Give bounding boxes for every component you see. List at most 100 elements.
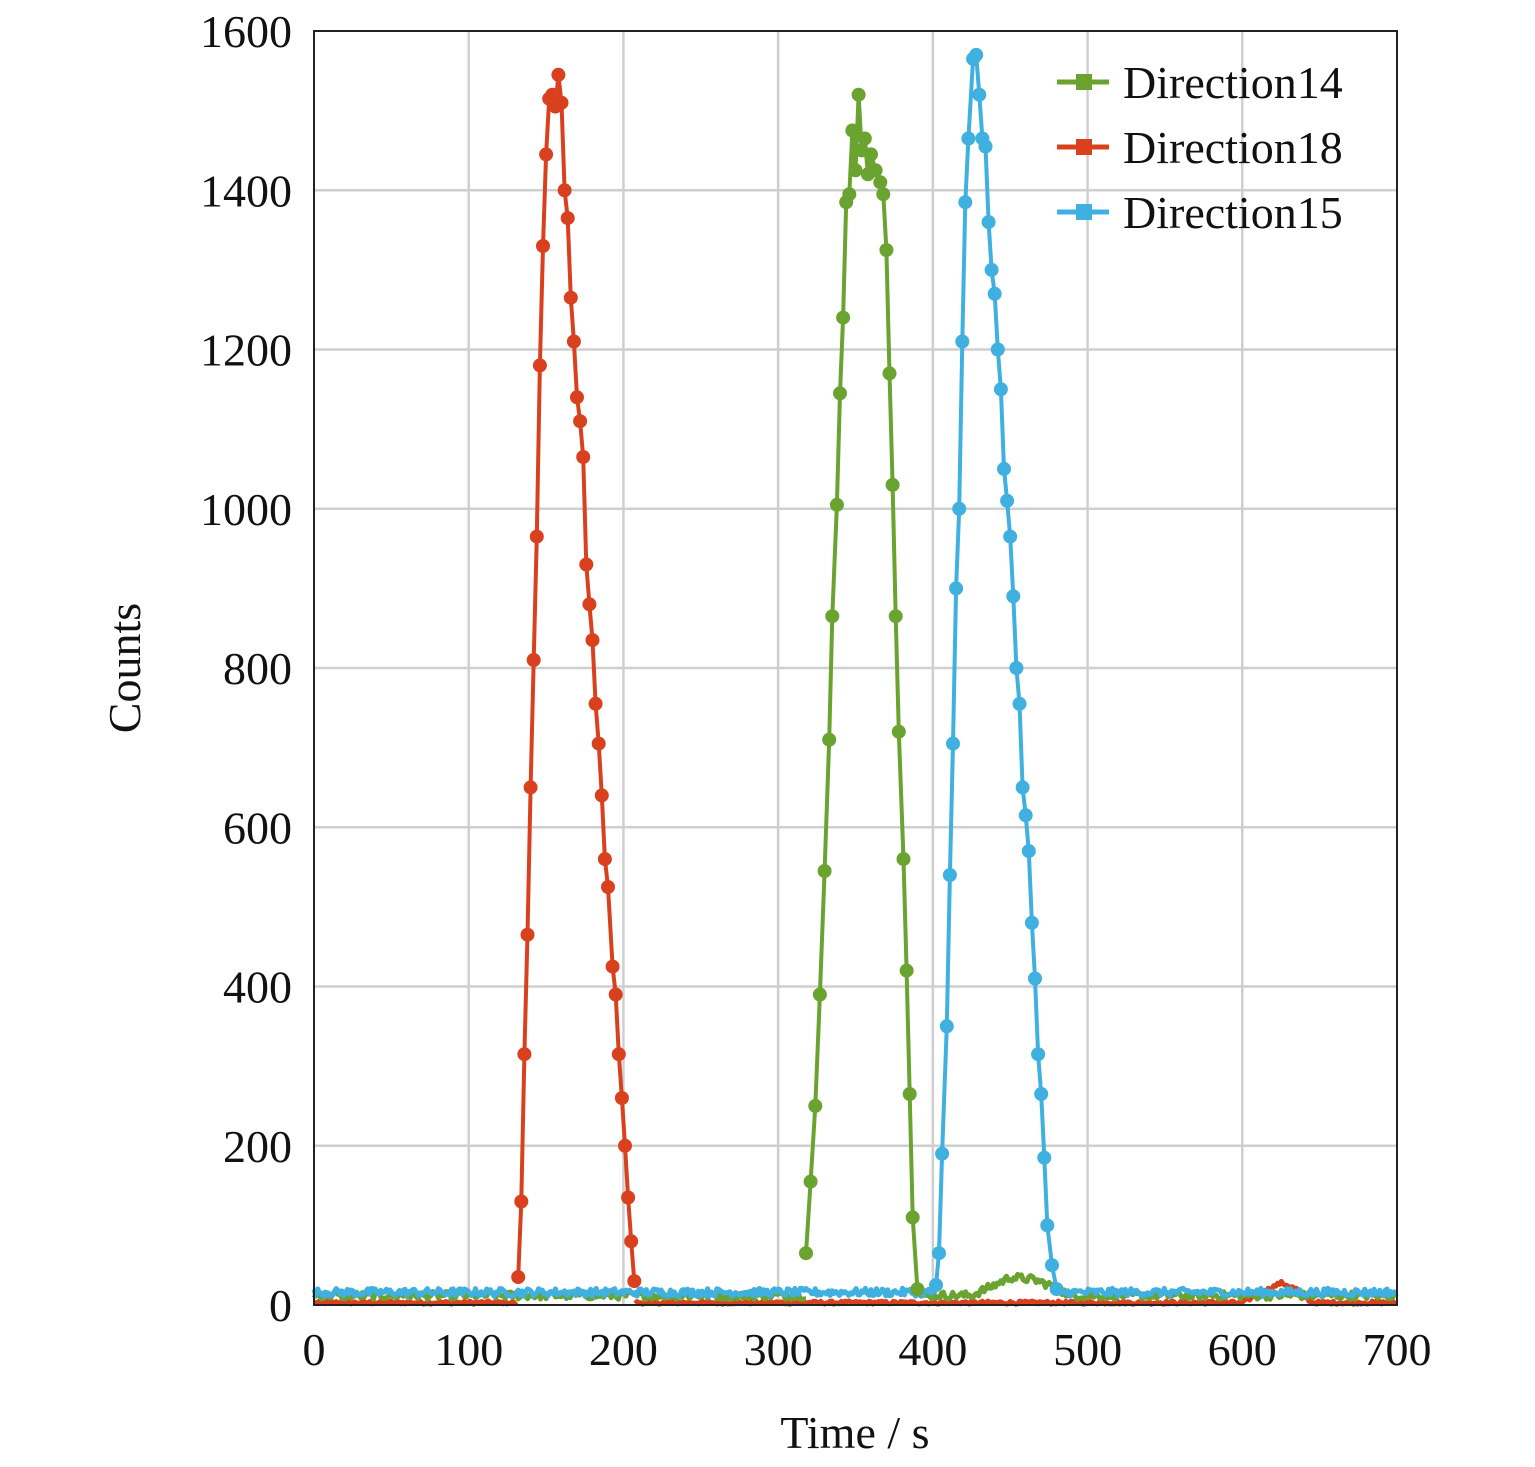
data-point bbox=[935, 1146, 950, 1161]
data-point bbox=[614, 1091, 629, 1105]
data-point bbox=[879, 243, 894, 257]
plot-frame bbox=[313, 30, 1398, 1306]
data-point bbox=[899, 963, 914, 978]
data-point bbox=[902, 1087, 917, 1101]
series-baseline bbox=[311, 1285, 1398, 1299]
x-tick-label: 300 bbox=[744, 1324, 813, 1375]
data-point bbox=[942, 868, 957, 882]
data-point bbox=[576, 450, 591, 464]
data-point bbox=[517, 1047, 532, 1062]
x-tick-label: 200 bbox=[589, 1324, 658, 1375]
data-point bbox=[605, 959, 620, 974]
data-point bbox=[972, 87, 987, 102]
legend-swatch-marker bbox=[1076, 139, 1092, 155]
data-point bbox=[955, 334, 970, 349]
data-point bbox=[511, 1270, 526, 1285]
data-point bbox=[845, 123, 860, 138]
data-point bbox=[990, 342, 1005, 357]
data-point bbox=[594, 788, 609, 803]
data-point bbox=[514, 1194, 529, 1209]
data-point bbox=[993, 382, 1008, 397]
data-point bbox=[608, 987, 623, 1002]
data-point bbox=[573, 414, 588, 429]
data-point bbox=[848, 163, 863, 178]
data-point bbox=[1018, 808, 1033, 823]
data-point bbox=[1009, 661, 1024, 675]
data-point bbox=[958, 195, 973, 210]
data-point bbox=[997, 461, 1011, 476]
data-point bbox=[579, 557, 594, 572]
data-point bbox=[591, 736, 606, 751]
y-tick-label: 1600 bbox=[200, 6, 292, 57]
data-point bbox=[876, 187, 891, 202]
data-point bbox=[621, 1190, 636, 1205]
data-point bbox=[1037, 1150, 1052, 1165]
data-point bbox=[523, 780, 538, 795]
legend-label: Direction14 bbox=[1123, 57, 1343, 108]
data-point bbox=[1024, 915, 1039, 930]
data-point bbox=[987, 286, 1002, 301]
data-point bbox=[929, 1278, 943, 1293]
data-point bbox=[961, 131, 976, 146]
y-tick-label: 200 bbox=[223, 1121, 292, 1172]
data-point bbox=[529, 529, 544, 544]
x-axis-title: Time / s bbox=[780, 1407, 929, 1458]
legend-swatch-marker bbox=[1076, 74, 1092, 90]
data-point bbox=[1049, 1282, 1064, 1297]
tick-labels: 0 100 200 300 400 500 600 700 0 200 400 600 800 1000 1… bbox=[200, 6, 1432, 1375]
data-point bbox=[812, 987, 827, 1002]
series-line bbox=[934, 52, 1059, 1290]
data-point bbox=[566, 334, 581, 349]
data-point bbox=[585, 633, 600, 648]
data-point bbox=[539, 147, 554, 162]
data-point bbox=[1000, 493, 1015, 508]
data-point bbox=[885, 477, 900, 492]
data-point bbox=[1015, 780, 1030, 795]
data-point bbox=[1045, 1258, 1059, 1273]
data-point bbox=[984, 262, 999, 277]
data-point bbox=[829, 497, 844, 512]
data-point bbox=[1031, 1047, 1046, 1062]
data-point bbox=[1040, 1218, 1055, 1233]
x-tick-label: 500 bbox=[1053, 1324, 1122, 1375]
data-point bbox=[532, 358, 547, 373]
data-point bbox=[949, 581, 964, 596]
data-point bbox=[570, 390, 584, 405]
legend-label: Direction18 bbox=[1123, 122, 1343, 173]
data-point bbox=[808, 1098, 823, 1113]
y-tick-label: 1000 bbox=[200, 484, 292, 535]
data-point bbox=[939, 1019, 954, 1034]
data-point bbox=[1034, 1087, 1049, 1101]
x-tick-label: 700 bbox=[1363, 1324, 1432, 1375]
data-point bbox=[1012, 696, 1027, 711]
data-point bbox=[563, 290, 578, 305]
data-point bbox=[526, 653, 541, 667]
y-tick-label: 600 bbox=[223, 802, 292, 853]
y-tick-label: 1200 bbox=[200, 325, 292, 376]
data-point bbox=[799, 1246, 813, 1261]
data-point bbox=[582, 597, 597, 612]
data-point bbox=[946, 736, 960, 751]
data-point bbox=[822, 732, 837, 747]
data-point bbox=[624, 1234, 639, 1249]
data-point bbox=[551, 67, 566, 82]
x-tick-label: 400 bbox=[898, 1324, 967, 1375]
data-point bbox=[932, 1246, 946, 1261]
data-point bbox=[601, 880, 615, 894]
y-tick-label: 400 bbox=[223, 962, 292, 1013]
data-point bbox=[627, 1274, 642, 1289]
data-point bbox=[905, 1210, 920, 1225]
data-point bbox=[891, 724, 906, 739]
data-point bbox=[825, 609, 840, 624]
data-point bbox=[857, 131, 872, 146]
data-point bbox=[882, 366, 897, 381]
data-point bbox=[618, 1138, 632, 1153]
data-point bbox=[952, 501, 967, 516]
data-point bbox=[554, 95, 569, 110]
x-tick-label: 600 bbox=[1208, 1324, 1277, 1375]
x-tick-label: 0 bbox=[303, 1324, 326, 1375]
data-point bbox=[803, 1174, 818, 1189]
data-point bbox=[560, 211, 575, 226]
y-tick-label: 1400 bbox=[200, 165, 292, 216]
data-point bbox=[896, 852, 911, 867]
